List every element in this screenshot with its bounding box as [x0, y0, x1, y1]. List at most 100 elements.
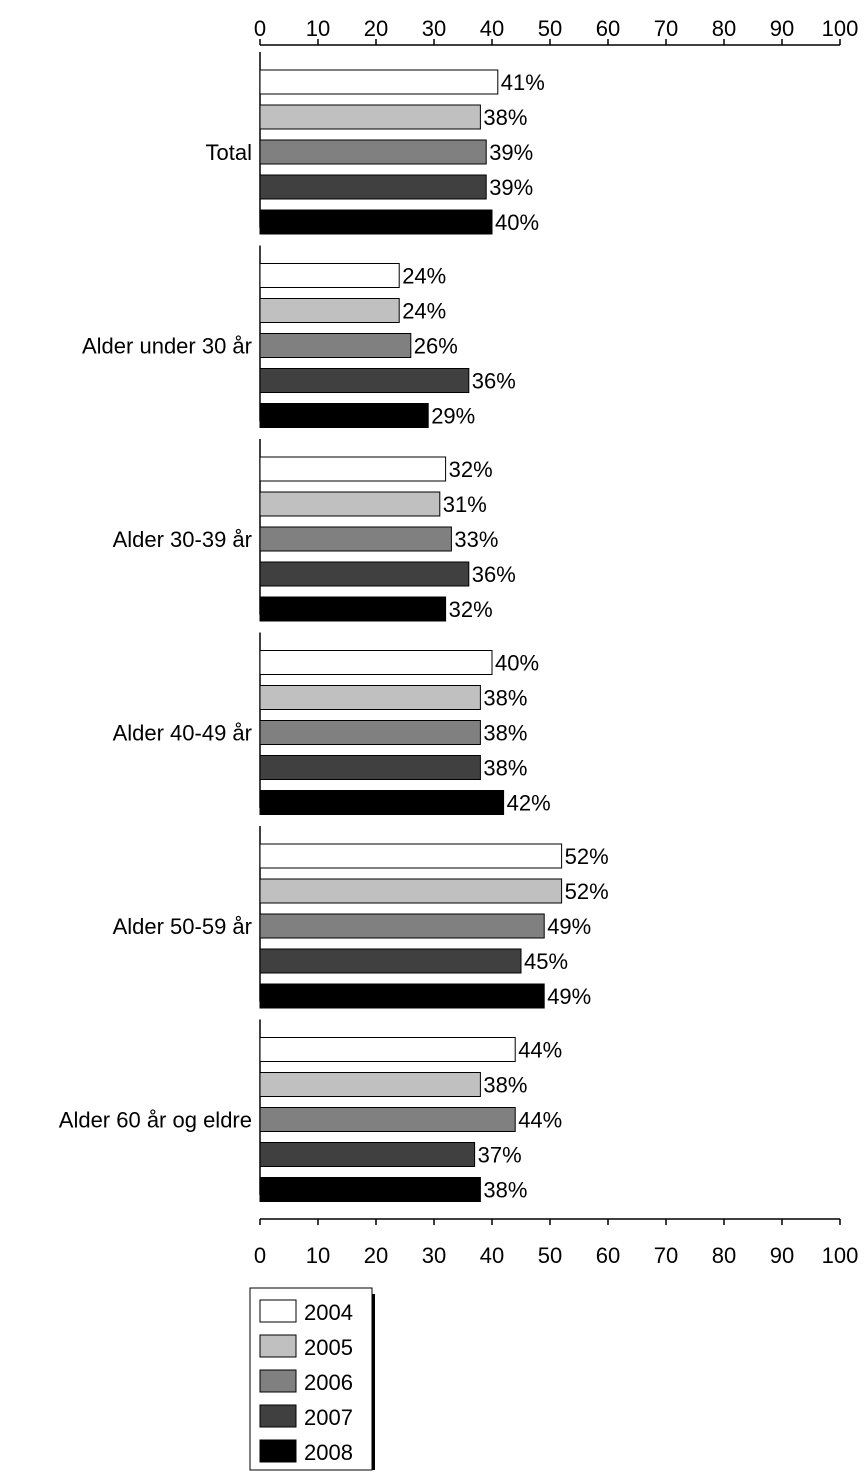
- x-tick-label-top: 60: [596, 16, 620, 41]
- x-tick-label-top: 50: [538, 16, 562, 41]
- data-label: 52%: [565, 844, 609, 869]
- bar: [259, 561, 470, 587]
- legend-swatch: [259, 1439, 297, 1463]
- legend-swatch: [259, 1369, 297, 1393]
- bar: [259, 843, 563, 869]
- x-tick-label-bottom: 10: [306, 1243, 330, 1268]
- legend-label: 2007: [304, 1405, 353, 1430]
- data-label: 49%: [547, 914, 591, 939]
- x-tick-label-top: 10: [306, 16, 330, 41]
- bar: [259, 403, 429, 428]
- bar: [259, 1037, 516, 1062]
- x-tick-label-top: 30: [422, 16, 446, 41]
- data-label: 31%: [443, 492, 487, 517]
- bar: [259, 650, 493, 675]
- data-label: 32%: [449, 457, 493, 482]
- x-tick-label-top: 90: [770, 16, 794, 41]
- data-label: 38%: [483, 1178, 527, 1203]
- category-label: Alder 40-49 år: [113, 721, 252, 746]
- category-label: Alder 60 år og eldre: [59, 1108, 252, 1133]
- bar: [259, 878, 563, 904]
- bar: [259, 790, 505, 815]
- data-label: 44%: [518, 1108, 562, 1133]
- bar: [259, 368, 470, 393]
- category-label: Alder under 30 år: [82, 334, 252, 359]
- bar: [259, 69, 499, 95]
- bar: [259, 1142, 476, 1167]
- data-label: 52%: [565, 879, 609, 904]
- data-label: 29%: [431, 404, 475, 429]
- data-label: 37%: [478, 1143, 522, 1168]
- data-label: 45%: [524, 949, 568, 974]
- bar: [259, 139, 487, 165]
- data-label: 40%: [495, 651, 539, 676]
- legend-swatch: [259, 1299, 297, 1323]
- bar: [259, 1177, 481, 1202]
- x-tick-label-bottom: 70: [654, 1243, 678, 1268]
- bar: [259, 209, 493, 235]
- bar: [259, 596, 447, 622]
- data-label: 41%: [501, 70, 545, 95]
- bar: [259, 913, 545, 939]
- bar: [259, 491, 441, 517]
- x-tick-label-top: 0: [254, 16, 266, 41]
- category-label: Total: [206, 140, 252, 165]
- legend-label: 2008: [304, 1440, 353, 1465]
- legend-swatch: [259, 1404, 297, 1428]
- x-tick-label-bottom: 30: [422, 1243, 446, 1268]
- x-tick-label-bottom: 50: [538, 1243, 562, 1268]
- x-tick-label-bottom: 20: [364, 1243, 388, 1268]
- data-label: 36%: [472, 369, 516, 394]
- data-label: 38%: [483, 721, 527, 746]
- bar: [259, 298, 400, 323]
- data-label: 38%: [483, 105, 527, 130]
- category-label: Alder 50-59 år: [113, 914, 252, 939]
- legend-shadow: [372, 1294, 375, 1470]
- bar: [259, 720, 481, 745]
- data-label: 40%: [495, 210, 539, 235]
- x-tick-label-bottom: 60: [596, 1243, 620, 1268]
- bar: [259, 755, 481, 780]
- bar: [259, 685, 481, 710]
- bar: [259, 333, 412, 358]
- x-tick-label-bottom: 90: [770, 1243, 794, 1268]
- x-tick-label-bottom: 0: [254, 1243, 266, 1268]
- category-label: Alder 30-39 år: [113, 527, 252, 552]
- x-tick-label-top: 80: [712, 16, 736, 41]
- data-label: 38%: [483, 756, 527, 781]
- data-label: 33%: [454, 527, 498, 552]
- bar: [259, 983, 545, 1009]
- legend-label: 2005: [304, 1335, 353, 1360]
- data-label: 38%: [483, 1073, 527, 1098]
- x-tick-label-top: 100: [822, 16, 859, 41]
- data-label: 44%: [518, 1038, 562, 1063]
- data-label: 26%: [414, 334, 458, 359]
- data-label: 36%: [472, 562, 516, 587]
- data-label: 39%: [489, 140, 533, 165]
- bar: [259, 948, 522, 974]
- bar: [259, 174, 487, 200]
- bar: [259, 526, 452, 552]
- x-tick-label-bottom: 80: [712, 1243, 736, 1268]
- bar: [259, 1072, 481, 1097]
- data-label: 32%: [449, 597, 493, 622]
- legend-swatch: [259, 1334, 297, 1358]
- data-label: 24%: [402, 264, 446, 289]
- legend-label: 2004: [304, 1300, 353, 1325]
- data-label: 49%: [547, 984, 591, 1009]
- x-tick-label-top: 40: [480, 16, 504, 41]
- data-label: 39%: [489, 175, 533, 200]
- x-tick-label-top: 20: [364, 16, 388, 41]
- bar: [259, 1107, 516, 1132]
- bar: [259, 456, 447, 482]
- bar: [259, 104, 481, 130]
- legend-label: 2006: [304, 1370, 353, 1395]
- data-label: 24%: [402, 299, 446, 324]
- x-tick-label-bottom: 40: [480, 1243, 504, 1268]
- x-tick-label-top: 70: [654, 16, 678, 41]
- data-label: 42%: [507, 791, 551, 816]
- bar: [259, 263, 400, 288]
- data-label: 38%: [483, 686, 527, 711]
